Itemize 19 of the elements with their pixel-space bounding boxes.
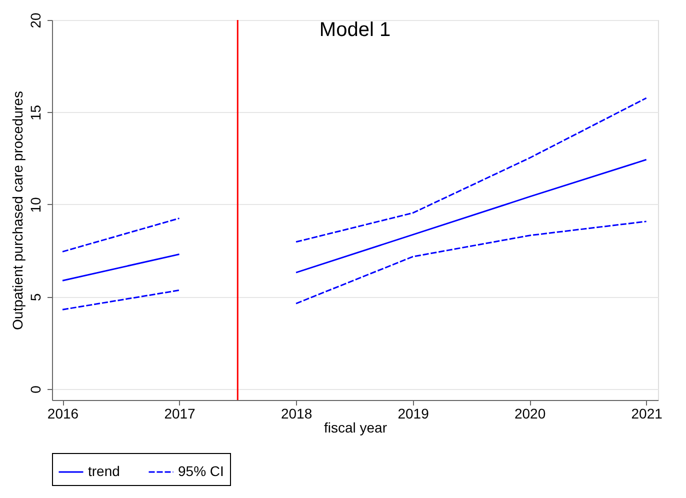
y-tick-label: 10 xyxy=(28,196,44,213)
y-tick-label: 20 xyxy=(28,12,44,28)
legend-label: 95% CI xyxy=(178,463,224,479)
chart-title: Model 1 xyxy=(319,19,391,42)
y-tick-label: 5 xyxy=(28,293,44,302)
y-axis-title: Outpatient purchased care procedures xyxy=(10,91,26,330)
line-series xyxy=(295,220,648,304)
x-tick-label: 2016 xyxy=(47,406,79,422)
y-tick-label: 0 xyxy=(28,385,44,394)
x-tick-label: 2021 xyxy=(631,406,663,422)
x-tick-label: 2019 xyxy=(398,406,430,422)
x-axis-title: fiscal year xyxy=(324,420,388,436)
x-tick-label: 2018 xyxy=(280,406,312,422)
y-tick-label: 15 xyxy=(28,104,44,121)
x-tick-label: 2017 xyxy=(164,406,196,422)
line-series xyxy=(295,97,648,243)
legend-label: trend xyxy=(88,463,120,479)
x-tick-label: 2020 xyxy=(514,406,546,422)
line-series xyxy=(295,158,648,274)
